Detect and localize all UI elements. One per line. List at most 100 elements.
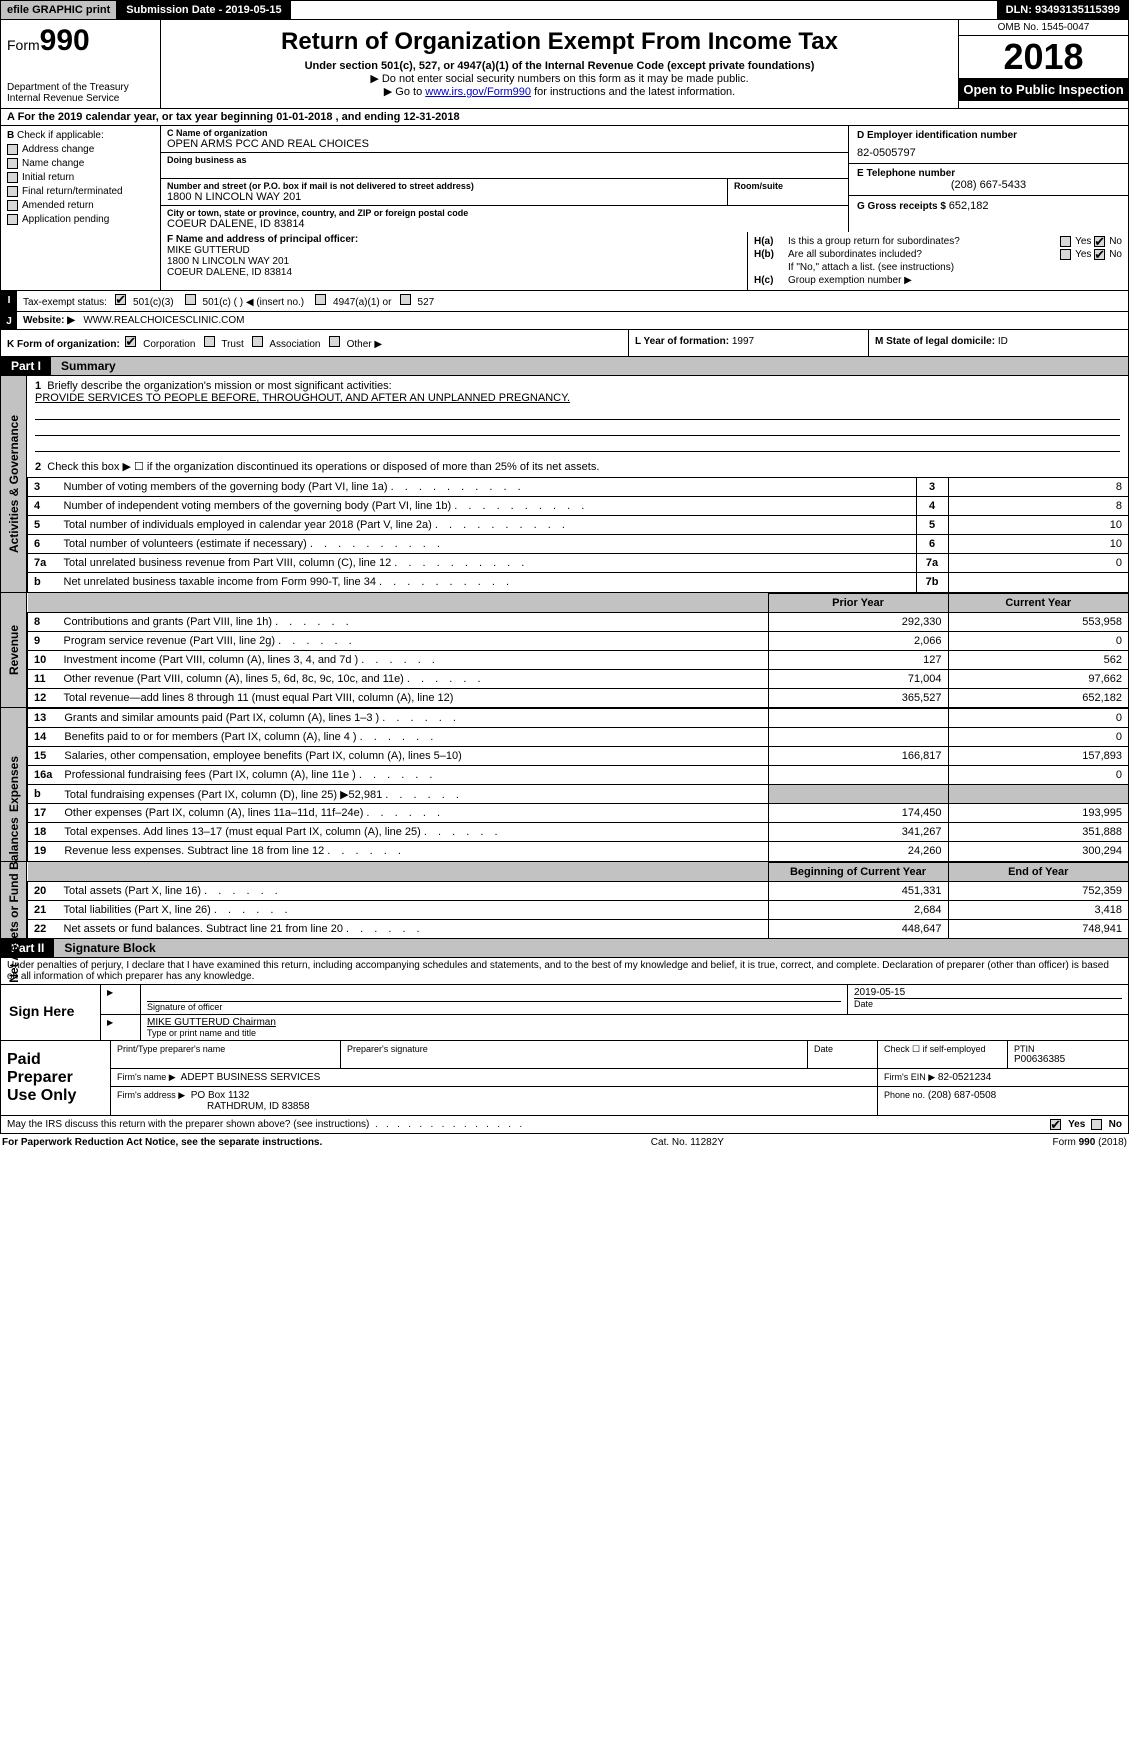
checkbox-icon[interactable] bbox=[315, 294, 326, 305]
chk-name-change: Name change bbox=[7, 158, 154, 169]
i-opt: 501(c)(3) bbox=[133, 297, 174, 308]
no-label: No bbox=[1109, 249, 1122, 260]
sig-date-row: Signature of officer 2019-05-15 Date bbox=[101, 985, 1128, 1014]
irs-link[interactable]: www.irs.gov/Form990 bbox=[425, 86, 531, 98]
gov-block: Activities & Governance 1 Briefly descri… bbox=[0, 376, 1129, 593]
dept-irs: Internal Revenue Service bbox=[7, 93, 154, 104]
j-marker: J bbox=[1, 312, 17, 329]
checkbox-icon[interactable] bbox=[7, 158, 18, 169]
table-row: 22 Net assets or fund balances. Subtract… bbox=[28, 919, 1129, 938]
phone-value: (208) 667-5433 bbox=[857, 179, 1120, 191]
checkbox-icon[interactable] bbox=[204, 336, 215, 347]
checkbox-icon[interactable] bbox=[252, 336, 263, 347]
firm-phone-label: Phone no. bbox=[884, 1090, 925, 1100]
table-row: 8 Contributions and grants (Part VIII, l… bbox=[28, 612, 1129, 631]
sub3-b: for instructions and the latest informat… bbox=[531, 86, 735, 98]
date-label: Date bbox=[854, 998, 1122, 1009]
ha-text: Is this a group return for subordinates? bbox=[788, 236, 1060, 247]
firm-addr1: PO Box 1132 bbox=[191, 1090, 250, 1101]
chk-lbl: Amended return bbox=[22, 200, 94, 211]
checkbox-icon[interactable] bbox=[7, 172, 18, 183]
checkbox-icon[interactable] bbox=[7, 144, 18, 155]
i-marker: I bbox=[1, 291, 17, 311]
gross-cell: G Gross receipts $ 652,182 bbox=[849, 196, 1128, 216]
street-cell: Number and street (or P.O. box if mail i… bbox=[161, 179, 728, 205]
rev-block: Revenue Prior Year Current Year 8 Contri… bbox=[0, 593, 1129, 709]
no-label: No bbox=[1109, 236, 1122, 247]
net-block: Net Assets or Fund Balances Beginning of… bbox=[0, 862, 1129, 940]
checkbox-icon[interactable] bbox=[1094, 249, 1105, 260]
underline bbox=[35, 438, 1120, 452]
col-c: C Name of organization OPEN ARMS PCC AND… bbox=[161, 126, 848, 232]
l-value: 1997 bbox=[732, 336, 754, 347]
room-label: Room/suite bbox=[734, 181, 842, 191]
officer-name: MIKE GUTTERUD bbox=[167, 245, 741, 256]
table-row: 11 Other revenue (Part VIII, column (A),… bbox=[28, 669, 1129, 688]
row-klm: K Form of organization: Corporation Trus… bbox=[0, 330, 1129, 357]
checkbox-icon[interactable] bbox=[7, 214, 18, 225]
table-row: 20 Total assets (Part X, line 16) . . . … bbox=[28, 881, 1129, 900]
k-opt: Other ▶ bbox=[347, 339, 382, 350]
net-content: Beginning of Current Year End of Year 20… bbox=[27, 862, 1128, 939]
checkbox-icon[interactable] bbox=[125, 336, 136, 347]
checkbox-icon[interactable] bbox=[1050, 1119, 1061, 1130]
checkbox-icon[interactable] bbox=[7, 200, 18, 211]
firm-name-label: Firm's name ▶ bbox=[117, 1072, 176, 1082]
footer-right: Form 990 (2018) bbox=[1053, 1137, 1127, 1148]
h-c: H(c) Group exemption number ▶ bbox=[754, 275, 1122, 286]
arrow-icon bbox=[107, 1017, 115, 1028]
efile-label: efile GRAPHIC print bbox=[0, 0, 117, 20]
paid-h1: Print/Type preparer's name bbox=[111, 1041, 341, 1068]
sign-here-right: Signature of officer 2019-05-15 Date MIK… bbox=[101, 985, 1128, 1040]
sign-here-label: Sign Here bbox=[1, 985, 101, 1040]
m-label: M State of legal domicile: bbox=[875, 336, 995, 347]
exp-block: Expenses 13 Grants and similar amounts p… bbox=[0, 708, 1129, 862]
footer: For Paperwork Reduction Act Notice, see … bbox=[0, 1134, 1129, 1151]
j-label: Website: ▶ bbox=[23, 315, 75, 326]
exp-content: 13 Grants and similar amounts paid (Part… bbox=[27, 708, 1128, 861]
yes-label: Yes bbox=[1075, 236, 1091, 247]
firm-phone-cell: Phone no. (208) 687-0508 bbox=[878, 1087, 1128, 1115]
arrow-cell bbox=[101, 985, 141, 1014]
chk-final: Final return/terminated bbox=[7, 186, 154, 197]
checkbox-icon[interactable] bbox=[115, 294, 126, 305]
net-table: Beginning of Current Year End of Year 20… bbox=[27, 862, 1128, 939]
row-i: I Tax-exempt status: 501(c)(3) 501(c) ( … bbox=[0, 291, 1129, 312]
footer-mid: Cat. No. 11282Y bbox=[651, 1137, 724, 1148]
j-body: Website: ▶ WWW.REALCHOICESCLINIC.COM bbox=[17, 312, 1128, 329]
table-row: 15 Salaries, other compensation, employe… bbox=[28, 747, 1129, 766]
arrow-cell bbox=[101, 1015, 141, 1040]
name-title-cell: MIKE GUTTERUD Chairman Type or print nam… bbox=[141, 1015, 1128, 1040]
city-label: City or town, state or province, country… bbox=[167, 208, 842, 218]
i-label: Tax-exempt status: bbox=[23, 297, 107, 308]
table-row: 6 Total number of volunteers (estimate i… bbox=[28, 535, 1129, 554]
checkbox-icon[interactable] bbox=[329, 336, 340, 347]
gov-content: 1 Briefly describe the organization's mi… bbox=[27, 376, 1128, 592]
street-row: Number and street (or P.O. box if mail i… bbox=[161, 179, 848, 206]
table-row: b Net unrelated business taxable income … bbox=[28, 573, 1129, 592]
firm-addr-cell: Firm's address ▶ PO Box 1132 RATHDRUM, I… bbox=[111, 1087, 878, 1115]
checkbox-icon[interactable] bbox=[400, 294, 411, 305]
hb-text: Are all subordinates included? bbox=[788, 249, 1060, 260]
checkbox-icon[interactable] bbox=[1060, 236, 1071, 247]
checkbox-icon[interactable] bbox=[1060, 249, 1071, 260]
signature-section: Under penalties of perjury, I declare th… bbox=[0, 958, 1129, 1134]
checkbox-icon[interactable] bbox=[1094, 236, 1105, 247]
discuss-row: May the IRS discuss this return with the… bbox=[1, 1115, 1128, 1133]
type-label: Type or print name and title bbox=[147, 1028, 1122, 1038]
h-a: H(a) Is this a group return for subordin… bbox=[754, 236, 1122, 247]
beg-header: Beginning of Current Year bbox=[768, 862, 948, 881]
checkbox-icon[interactable] bbox=[1091, 1119, 1102, 1130]
firm-addr-line: Firm's address ▶ PO Box 1132 RATHDRUM, I… bbox=[111, 1087, 1128, 1115]
checkbox-icon[interactable] bbox=[185, 294, 196, 305]
checkbox-icon[interactable] bbox=[7, 186, 18, 197]
part1-title: Summary bbox=[51, 357, 1128, 375]
part1-num: Part I bbox=[1, 357, 51, 375]
yes-label: Yes bbox=[1075, 249, 1091, 260]
org-name: OPEN ARMS PCC AND REAL CHOICES bbox=[167, 138, 842, 150]
table-row: 17 Other expenses (Part IX, column (A), … bbox=[28, 804, 1129, 823]
chk-lbl: Address change bbox=[22, 144, 94, 155]
line-1: 1 Briefly describe the organization's mi… bbox=[35, 380, 1120, 392]
underline bbox=[35, 406, 1120, 420]
rev-content: Prior Year Current Year 8 Contributions … bbox=[27, 593, 1128, 708]
